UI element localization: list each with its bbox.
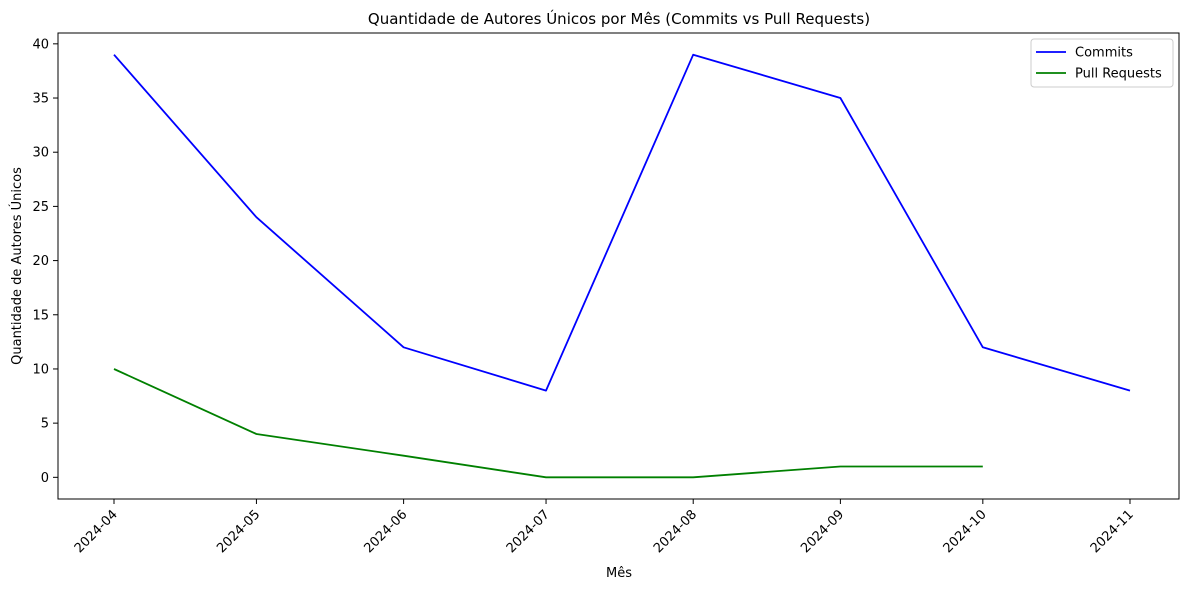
y-tick-label: 0 — [41, 471, 49, 486]
chart-title: Quantidade de Autores Únicos por Mês (Co… — [368, 9, 870, 28]
y-axis: 0 5 10 15 20 25 30 35 40 — [32, 37, 58, 486]
plot-area — [57, 32, 1180, 500]
x-axis-title: Mês — [606, 566, 632, 581]
legend: Commits Pull Requests — [1030, 38, 1174, 88]
legend-label: Commits — [1075, 46, 1133, 61]
series-line-commits — [113, 53, 1131, 392]
y-tick-label: 10 — [32, 362, 49, 377]
y-tick-label: 40 — [32, 37, 49, 52]
x-tick-label: 2024-10 — [941, 507, 990, 556]
series-layer — [113, 53, 1131, 479]
y-tick-label: 30 — [32, 146, 49, 161]
y-tick-label: 35 — [32, 92, 49, 107]
y-tick-label: 25 — [32, 200, 49, 215]
series-line-pull-requests — [113, 368, 983, 479]
x-tick-label: 2024-07 — [504, 507, 553, 556]
y-tick-label: 5 — [41, 417, 49, 432]
y-axis-title: Quantidade de Autores Únicos — [9, 167, 25, 365]
x-axis: 2024-04 2024-05 2024-06 2024-07 2024-08 2024-… — [72, 499, 1137, 556]
y-tick-label: 20 — [32, 254, 49, 269]
y-tick-label: 15 — [32, 308, 49, 323]
x-tick-label: 2024-06 — [361, 507, 410, 556]
x-tick-label: 2024-05 — [214, 507, 263, 556]
legend-label: Pull Requests — [1075, 67, 1162, 82]
x-tick-label: 2024-08 — [651, 507, 700, 556]
x-tick-label: 2024-04 — [72, 507, 121, 556]
x-tick-label: 2024-09 — [798, 507, 847, 556]
x-tick-label: 2024-11 — [1088, 507, 1137, 556]
legend-box — [1030, 38, 1174, 88]
